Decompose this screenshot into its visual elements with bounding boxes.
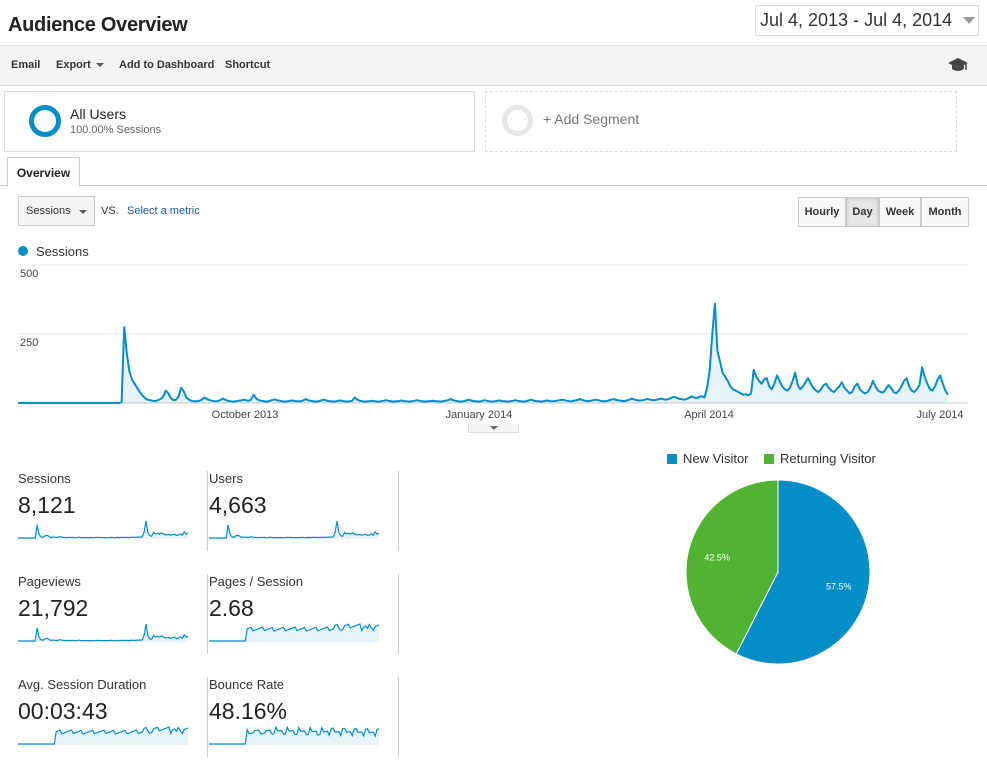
page-title: Audience Overview bbox=[8, 14, 188, 36]
metric-sparkline bbox=[18, 726, 188, 745]
metric-value: 8,121 bbox=[18, 492, 76, 518]
metric-card-pageviews[interactable]: Pageviews 21,792 bbox=[18, 574, 208, 654]
legend-swatch bbox=[667, 454, 677, 464]
chevron-down-icon bbox=[963, 17, 975, 24]
graduation-cap-icon[interactable] bbox=[947, 56, 969, 74]
metric-value: 4,663 bbox=[209, 492, 267, 518]
metric-sparkline bbox=[18, 520, 188, 539]
chevron-down-icon bbox=[490, 426, 498, 430]
sparkline-line bbox=[209, 725, 379, 745]
metric-selector[interactable]: Sessions bbox=[18, 196, 95, 226]
segment-ring-icon bbox=[29, 105, 61, 137]
x-tick-label: July 2014 bbox=[916, 409, 963, 421]
legend-label: Returning Visitor bbox=[780, 451, 876, 466]
export-button[interactable]: Export bbox=[56, 59, 104, 71]
metric-value: 21,792 bbox=[18, 595, 89, 621]
date-range-text: Jul 4, 2013 - Jul 4, 2014 bbox=[760, 10, 953, 30]
granularity-month[interactable]: Month bbox=[921, 197, 969, 227]
pie-legend-returning-visitor[interactable]: Returning Visitor bbox=[764, 451, 876, 466]
page-header: Audience Overview Jul 4, 2013 - Jul 4, 2… bbox=[0, 0, 987, 45]
add-segment-label: + Add Segment bbox=[543, 111, 640, 127]
segment-detail: 100.00% Sessions bbox=[70, 124, 162, 136]
sessions-area bbox=[18, 303, 948, 403]
metric-sparkline bbox=[209, 520, 379, 539]
metric-label: Users bbox=[209, 471, 243, 486]
sparkline-line bbox=[18, 726, 188, 745]
segment-all-users[interactable]: All Users 100.00% Sessions bbox=[4, 91, 475, 152]
segment-name: All Users bbox=[70, 106, 127, 122]
visitor-type-pie-chart: 57.5% 42.5% bbox=[685, 480, 871, 665]
shortcut-button[interactable]: Shortcut bbox=[225, 59, 271, 71]
pie-slice[interactable] bbox=[735, 480, 871, 665]
legend-label: New Visitor bbox=[683, 451, 749, 466]
pie-legend-new-visitor[interactable]: New Visitor bbox=[667, 451, 749, 466]
pie-data-label: 42.5% bbox=[704, 552, 730, 562]
sessions-line-chart: 500 250 October 2013 January 2014 April … bbox=[18, 264, 968, 421]
metric-sparkline bbox=[209, 623, 379, 642]
add-segment-button[interactable]: + Add Segment bbox=[485, 91, 957, 152]
sparkline-line bbox=[18, 623, 188, 642]
select-metric-link[interactable]: Select a metric bbox=[127, 205, 200, 217]
report-tabs: Overview bbox=[0, 156, 987, 187]
y-tick-label: 500 bbox=[20, 268, 38, 280]
sparkline-line bbox=[209, 623, 379, 642]
metric-sparkline bbox=[18, 623, 188, 642]
x-tick-label: April 2014 bbox=[684, 409, 734, 421]
metric-label: Bounce Rate bbox=[209, 677, 285, 692]
sparkline-line bbox=[209, 520, 379, 539]
collapse-chart-toggle[interactable] bbox=[468, 424, 519, 433]
legend-swatch bbox=[764, 454, 774, 464]
export-label: Export bbox=[56, 59, 91, 71]
pie-data-label: 57.5% bbox=[826, 582, 852, 592]
metric-label: Sessions bbox=[18, 471, 71, 486]
metric-value: 48.16% bbox=[209, 698, 288, 724]
report-toolbar: Email Export Add to Dashboard Shortcut bbox=[0, 45, 987, 86]
metric-value: 2.68 bbox=[209, 595, 254, 621]
granularity-day[interactable]: Day bbox=[846, 197, 879, 227]
metric-card-bounce-rate[interactable]: Bounce Rate 48.16% bbox=[209, 677, 399, 757]
sparkline-line bbox=[18, 520, 188, 539]
metric-card-avg-session-duration[interactable]: Avg. Session Duration 00:03:43 bbox=[18, 677, 208, 757]
date-range-picker[interactable]: Jul 4, 2013 - Jul 4, 2014 bbox=[755, 5, 979, 36]
tab-overview[interactable]: Overview bbox=[7, 157, 80, 187]
email-button[interactable]: Email bbox=[11, 59, 41, 71]
metric-label: Pageviews bbox=[18, 574, 81, 589]
metric-sparkline bbox=[209, 725, 379, 745]
x-tick-label: January 2014 bbox=[446, 409, 513, 421]
granularity-week[interactable]: Week bbox=[879, 197, 921, 227]
granularity-hourly[interactable]: Hourly bbox=[798, 197, 846, 227]
metric-card-users[interactable]: Users 4,663 bbox=[209, 471, 399, 551]
metric-selector-label: Sessions bbox=[26, 205, 71, 217]
metric-label: Avg. Session Duration bbox=[18, 677, 147, 692]
metric-card-sessions[interactable]: Sessions 8,121 bbox=[18, 471, 208, 551]
metric-label: Pages / Session bbox=[209, 574, 303, 589]
sessions-legend-dot bbox=[18, 246, 28, 256]
chevron-down-icon bbox=[95, 63, 104, 68]
vs-label: VS. bbox=[101, 205, 119, 217]
y-tick-label: 250 bbox=[20, 337, 38, 349]
metric-value: 00:03:43 bbox=[18, 698, 108, 724]
x-tick-label: October 2013 bbox=[212, 409, 279, 421]
sessions-legend-label: Sessions bbox=[36, 244, 89, 259]
pie-slice[interactable] bbox=[685, 480, 779, 655]
metric-card-pages-per-session[interactable]: Pages / Session 2.68 bbox=[209, 574, 399, 654]
sessions-line bbox=[18, 302, 949, 404]
add-to-dashboard-button[interactable]: Add to Dashboard bbox=[119, 59, 215, 71]
sparkline-area bbox=[209, 727, 379, 745]
empty-segment-ring-icon bbox=[502, 105, 533, 136]
chevron-down-icon bbox=[79, 210, 87, 214]
